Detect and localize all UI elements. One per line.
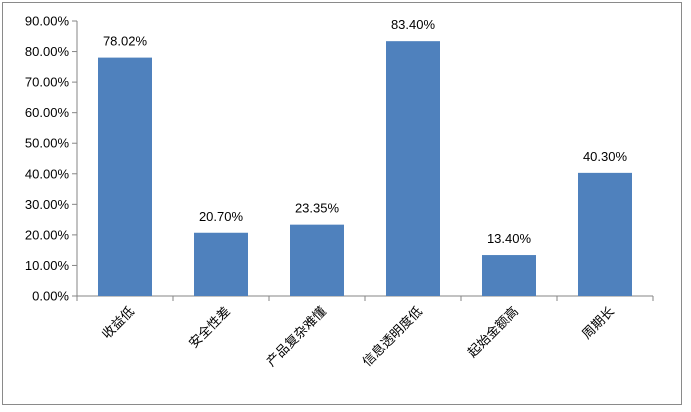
data-label: 13.40% [487, 231, 532, 246]
y-tick-label: 0.00% [32, 289, 69, 304]
x-category-label: 起始金额高 [465, 304, 522, 361]
y-tick-label: 50.00% [25, 136, 70, 151]
data-label: 20.70% [199, 209, 244, 224]
data-label: 83.40% [391, 17, 436, 32]
data-label: 23.35% [295, 201, 340, 216]
x-axis-categories: 收益低 安全性差 产品复杂难懂 信息透明度低 起始金额高 周期长 [76, 296, 654, 370]
bar [482, 255, 536, 296]
bar [386, 41, 440, 296]
x-category-label: 安全性差 [186, 304, 234, 352]
data-labels: 78.02% 20.70% 23.35% 83.40% 13.40% 40.30% [103, 17, 628, 246]
bar [98, 57, 152, 296]
y-tick-label: 40.00% [25, 166, 70, 181]
y-axis-ticks: 0.00% 10.00% 20.00% 30.00% 40.00% 50.00% 60.00… [25, 14, 77, 304]
x-category-label: 信息透明度低 [359, 304, 425, 370]
bar [194, 232, 248, 296]
y-tick-label: 80.00% [25, 44, 70, 59]
y-tick-label: 60.00% [25, 105, 70, 120]
x-category-label: 产品复杂难懂 [264, 304, 330, 370]
bar [578, 172, 632, 296]
y-tick-label: 70.00% [25, 75, 70, 90]
y-tick-label: 30.00% [25, 197, 70, 212]
data-label: 40.30% [583, 149, 628, 164]
axes [76, 21, 653, 297]
bars [98, 41, 632, 296]
y-tick-label: 20.00% [25, 227, 70, 242]
data-label: 78.02% [103, 34, 148, 49]
x-category-label: 周期长 [580, 304, 618, 342]
x-category-label: 收益低 [100, 304, 138, 342]
bar [290, 224, 344, 296]
y-tick-label: 90.00% [25, 14, 70, 29]
y-tick-label: 10.00% [25, 258, 70, 273]
